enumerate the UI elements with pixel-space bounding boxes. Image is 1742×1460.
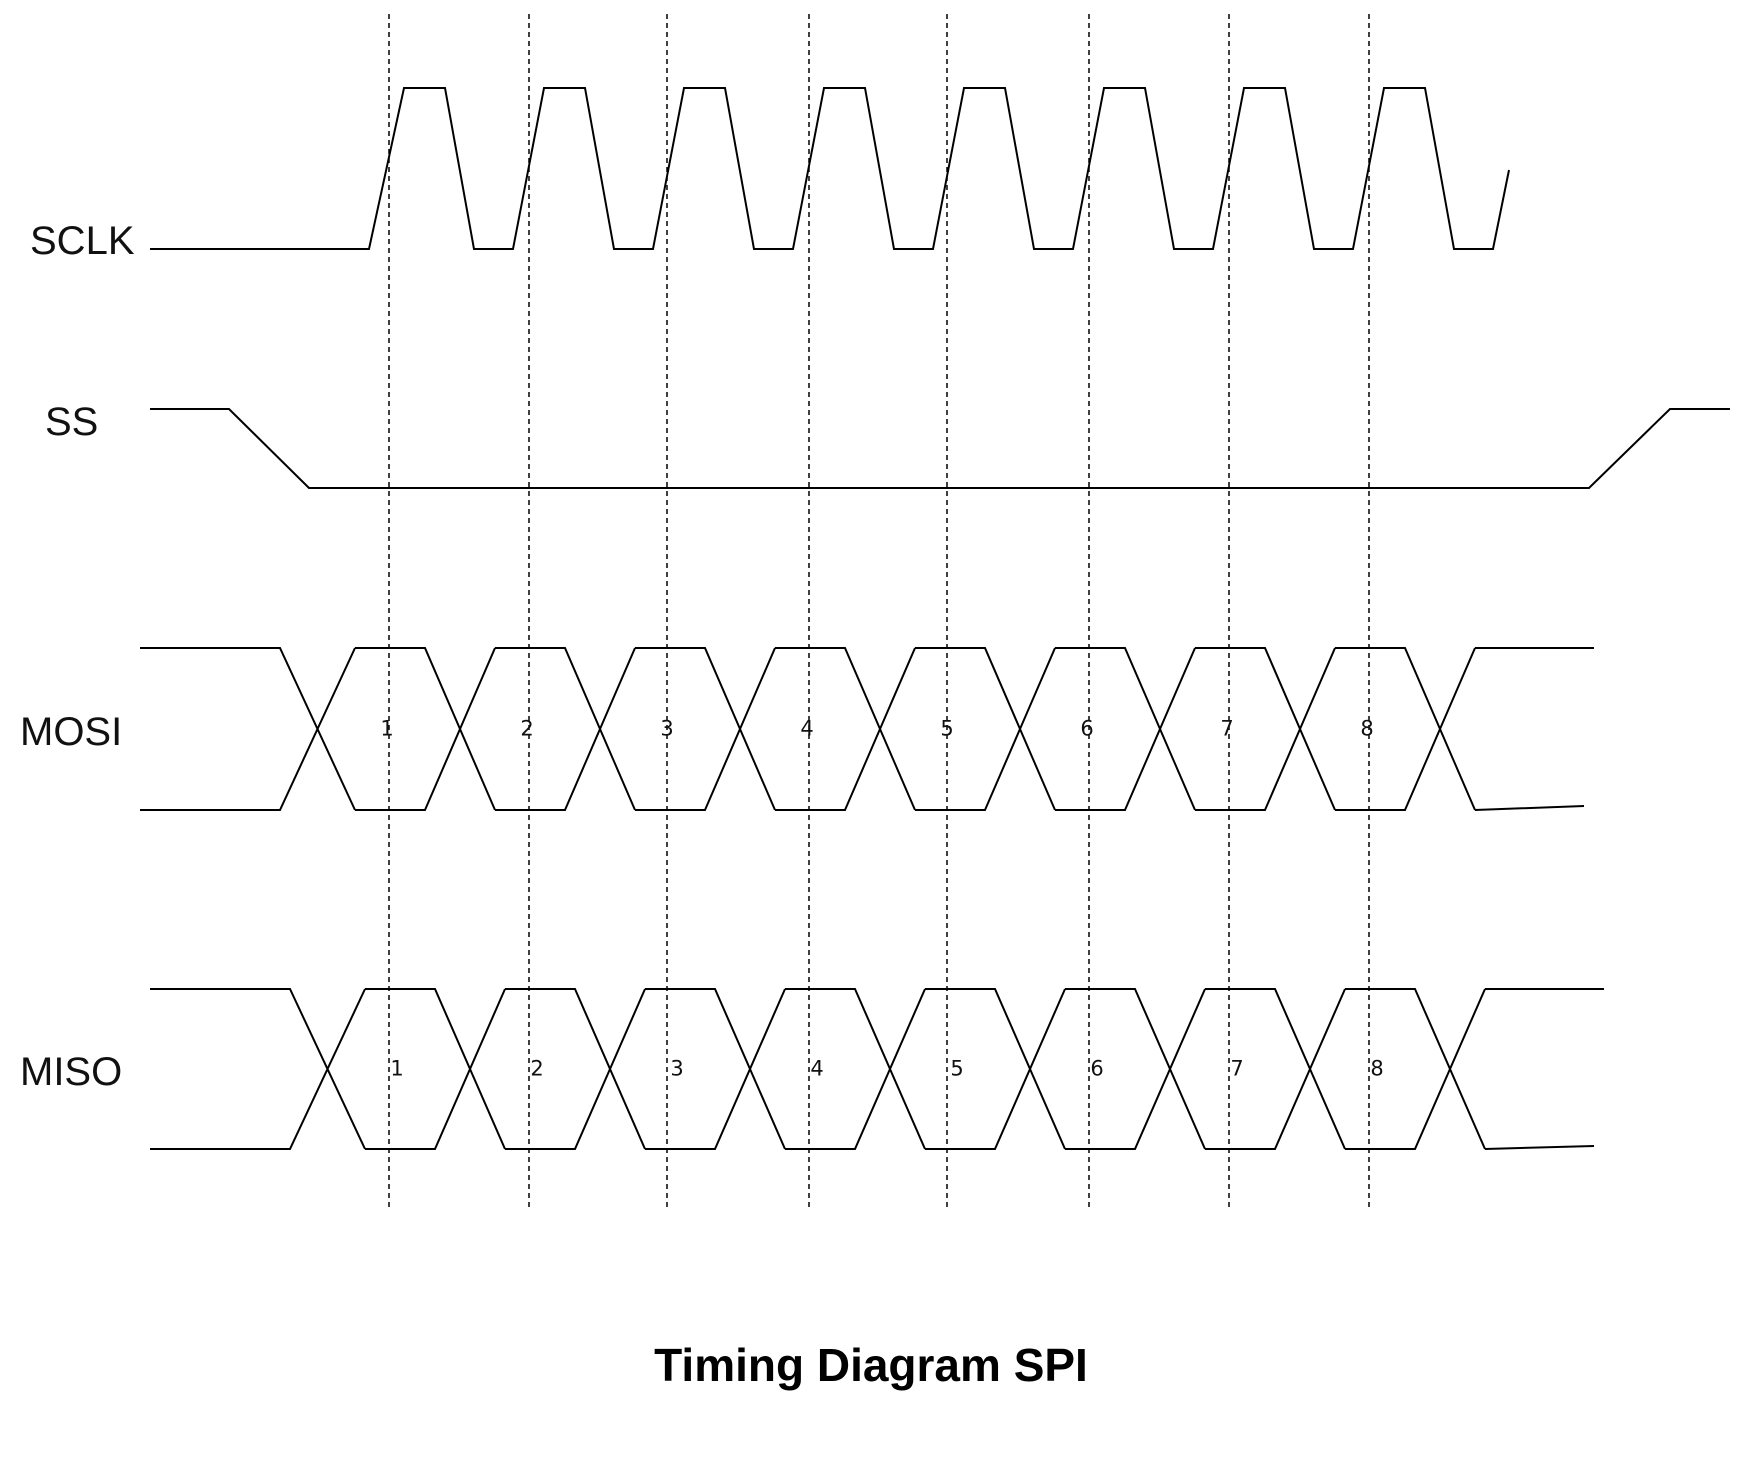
mosi-bit-label: 6 (1080, 716, 1094, 741)
miso-bit-label: 5 (950, 1056, 964, 1081)
ss-waveform (150, 408, 1730, 489)
mosi-bit-label: 1 (380, 716, 394, 741)
miso-bit-label: 3 (670, 1056, 684, 1081)
clock-edge-markers (388, 14, 1370, 1210)
diagram-title: Timing Diagram SPI (654, 1339, 1088, 1391)
sclk-label: SCLK (30, 219, 135, 263)
mosi-bit-label: 8 (1360, 716, 1374, 741)
mosi-bit-label: 4 (800, 716, 814, 741)
mosi-bit-label: 3 (660, 716, 674, 741)
mosi-bit-label: 5 (940, 716, 954, 741)
miso-bit-label: 1 (390, 1056, 404, 1081)
mosi-label: MOSI (20, 710, 123, 754)
miso-bit-label: 8 (1370, 1056, 1384, 1081)
miso-bit-label: 7 (1230, 1056, 1244, 1081)
miso-waveform (150, 988, 1604, 1150)
miso-bit-label: 2 (530, 1056, 544, 1081)
mosi-waveform (140, 647, 1594, 811)
sclk-waveform (150, 87, 1510, 250)
mosi-bit-label: 2 (520, 716, 534, 741)
mosi-bit-label: 7 (1220, 716, 1234, 741)
miso-label: MISO (20, 1050, 123, 1094)
miso-bit-label: 4 (810, 1056, 824, 1081)
miso-bit-label: 6 (1090, 1056, 1104, 1081)
ss-label: SS (45, 400, 99, 444)
